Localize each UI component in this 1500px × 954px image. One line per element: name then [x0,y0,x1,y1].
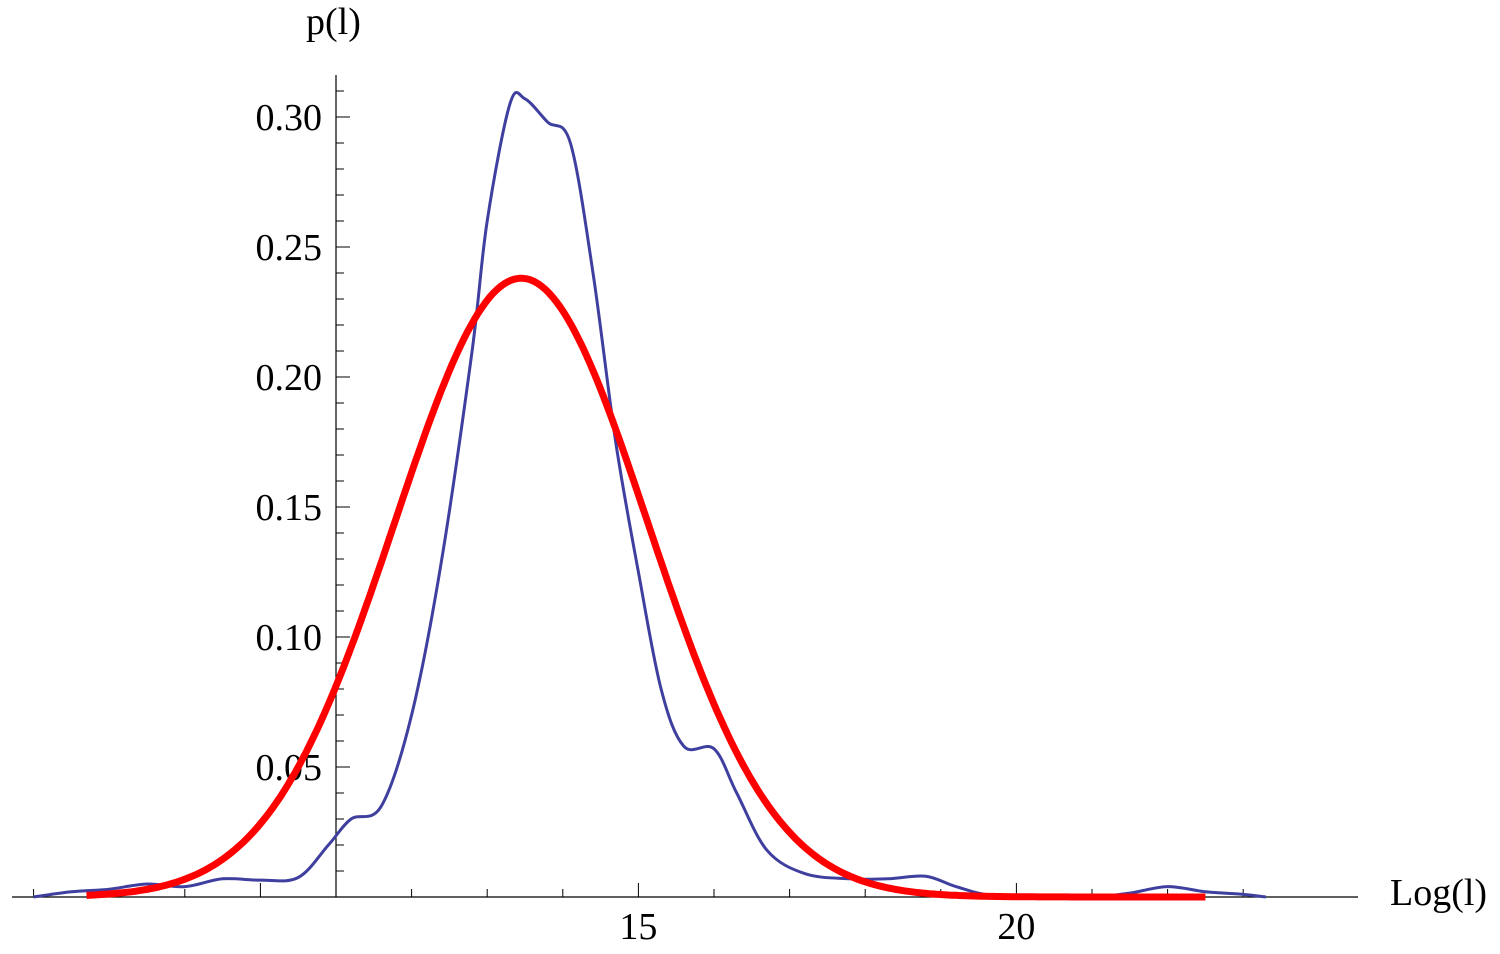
ticks: 15 200.050.100.150.200.250.30 [33,90,1244,948]
series-group [33,91,1267,901]
y-tick-label: 0.20 [256,357,323,399]
y-tick-label: 0.30 [256,97,323,139]
x-tick-label: 20 [997,906,1035,948]
y-axis-title: p(l) [306,1,361,43]
y-tick-label: 0.15 [256,487,323,529]
empirical-density-line [33,91,1267,899]
axes [12,75,1358,898]
x-tick-label: 15 [619,906,657,948]
gaussian-fit-line [86,274,1206,901]
x-axis-title: Log(l) [1390,872,1487,914]
y-tick-label: 0.10 [256,617,323,659]
y-tick-label: 0.25 [256,227,323,269]
